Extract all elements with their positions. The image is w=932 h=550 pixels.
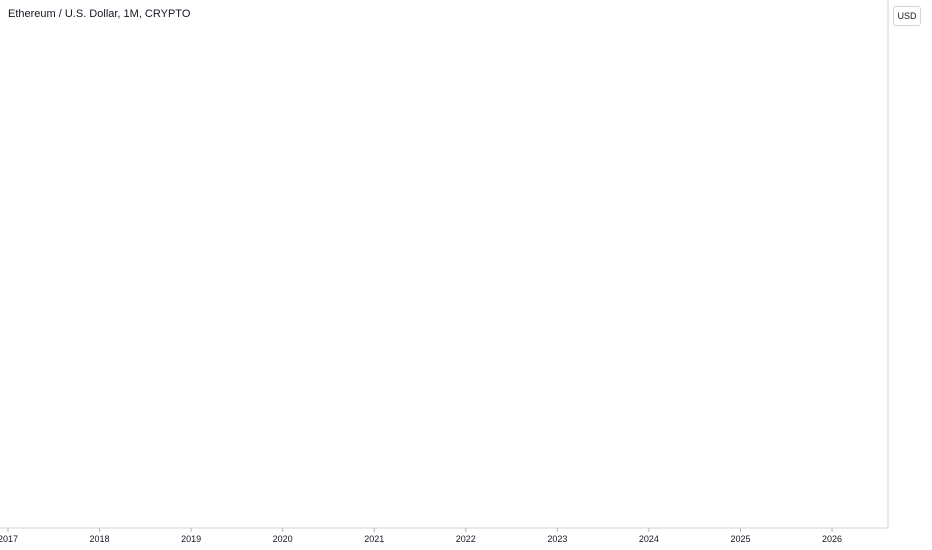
time-axis: 2017 2018 2019 2020 2021 2022 2023 2024 2025 2026 (0, 527, 888, 544)
x-tick-label: 2020 (273, 534, 293, 544)
currency-button[interactable]: USD (893, 6, 921, 26)
symbol-title: Ethereum / U.S. Dollar, 1M, CRYPTO (8, 8, 191, 20)
x-tick-label: 2023 (547, 534, 567, 544)
x-tick-label: 2026 (822, 534, 842, 544)
x-tick-label: 2017 (0, 534, 18, 544)
x-tick-label: 2024 (639, 534, 659, 544)
x-tick-label: 2025 (730, 534, 750, 544)
x-tick-label: 2018 (90, 534, 110, 544)
x-tick-label: 2021 (364, 534, 384, 544)
x-tick-label: 2019 (181, 534, 201, 544)
price-axis: 16,000.0012,000.009,000.006,500.004,900.… (887, 0, 889, 528)
x-tick-label: 2022 (456, 534, 476, 544)
